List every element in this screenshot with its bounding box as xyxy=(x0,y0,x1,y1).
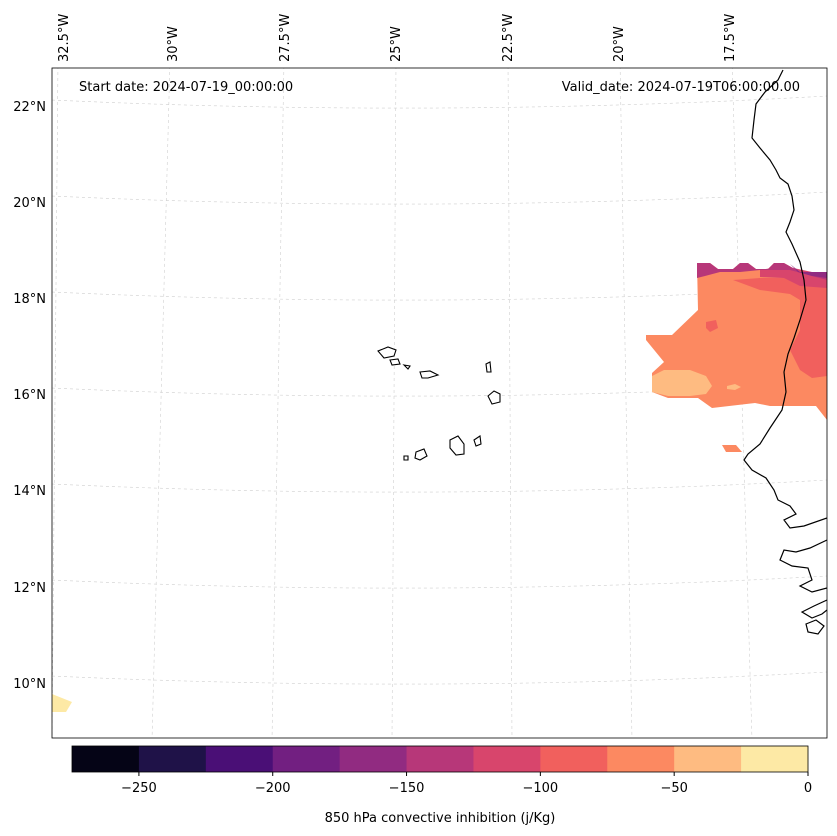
colorbar-segments xyxy=(72,746,809,772)
lon-label-17-5w: 17.5°W xyxy=(723,14,738,62)
coastline-guinea-bissau xyxy=(779,539,827,593)
cin-spot-small-2 xyxy=(706,320,718,332)
lon-label-27-5w: 27.5°W xyxy=(278,14,293,62)
colorbar-segment xyxy=(72,746,140,772)
colorbar-ticks: −250 −200 −150 −100 −50 0 xyxy=(121,772,812,796)
coastline-guinea-islands xyxy=(805,619,825,635)
valid-date-label: Valid_date: 2024-07-19T06:00:00.00 xyxy=(562,80,800,95)
lon-label-32-5w: 32.5°W xyxy=(57,14,72,62)
colorbar-segment xyxy=(540,746,608,772)
colorbar-segment xyxy=(339,746,408,772)
lat-label-12n: 12°N xyxy=(13,581,46,596)
coastline-guinea xyxy=(800,599,827,619)
colorbar-tick-label: −50 xyxy=(660,781,687,796)
lat-label-10n: 10°N xyxy=(13,677,46,692)
colorbar-title: 850 hPa convective inhibition (j/Kg) xyxy=(325,811,556,826)
colorbar-segment xyxy=(406,746,474,772)
lon-label-25w: 25°W xyxy=(389,26,404,62)
cin-band-minus-50-to-minus-25 xyxy=(652,370,712,396)
latitude-labels: 22°N 20°N 18°N 16°N 14°N 12°N 10°N xyxy=(13,100,46,692)
colorbar: −250 −200 −150 −100 −50 0 850 hPa convective … xyxy=(71,745,812,826)
colorbar-tick-label: −200 xyxy=(255,781,291,796)
african-coastline xyxy=(743,69,827,529)
lon-label-22-5w: 22.5°W xyxy=(501,14,516,62)
map-frame xyxy=(51,67,828,739)
start-date-label: Start date: 2024-07-19_00:00:00 xyxy=(79,80,293,95)
lat-label-20n: 20°N xyxy=(13,196,46,211)
colorbar-segment xyxy=(607,746,675,772)
contour-fills xyxy=(52,263,827,712)
colorbar-segment xyxy=(473,746,541,772)
cin-spot-small-1 xyxy=(727,384,741,390)
map-background xyxy=(52,68,827,738)
cin-band-minus-75-to-minus-50 xyxy=(733,278,827,378)
colorbar-segment xyxy=(674,746,742,772)
cin-band-minus-125-to-minus-100 xyxy=(760,266,827,288)
colorbar-tick-label: 0 xyxy=(804,781,812,796)
cin-band-minus-150-to-minus-125 xyxy=(697,263,827,280)
colorbar-tick-label: −100 xyxy=(523,781,559,796)
colorbar-tick-label: −150 xyxy=(389,781,425,796)
lon-label-30w: 30°W xyxy=(166,26,181,62)
lon-label-20w: 20°W xyxy=(612,26,627,62)
colorbar-segment xyxy=(741,746,809,772)
cape-verde-islands xyxy=(377,346,501,461)
lat-label-22n: 22°N xyxy=(13,100,46,115)
colorbar-tick-label: −250 xyxy=(121,781,157,796)
colorbar-segment xyxy=(138,746,207,772)
lat-label-18n: 18°N xyxy=(13,292,46,307)
cin-spot-small-3 xyxy=(722,445,742,452)
cin-band-minus-175-to-minus-150 xyxy=(790,264,827,278)
gridlines xyxy=(52,68,827,738)
colorbar-segment xyxy=(205,746,274,772)
longitude-labels: 32.5°W 30°W 27.5°W 25°W 22.5°W 20°W 17.5… xyxy=(57,14,738,62)
colorbar-segment xyxy=(272,746,341,772)
lat-label-14n: 14°N xyxy=(13,484,46,499)
colorbar-frame xyxy=(71,745,809,773)
lat-label-16n: 16°N xyxy=(13,388,46,403)
cin-spot-southwest xyxy=(52,694,72,712)
